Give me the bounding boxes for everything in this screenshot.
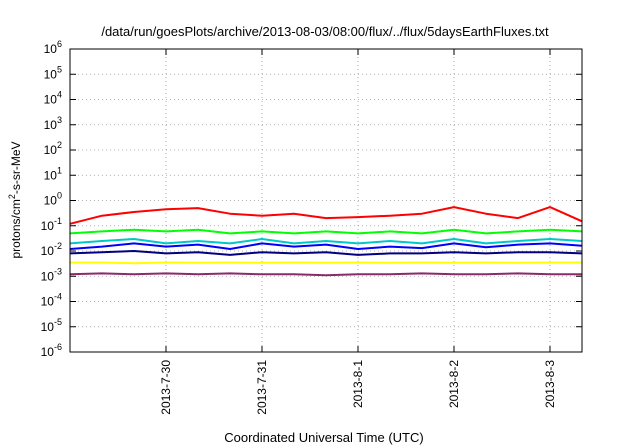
y-tick-label-exp: 1 [57, 165, 62, 175]
y-tick-label-base: 10 [44, 118, 58, 132]
y-tick-label: 100 [44, 191, 62, 208]
series-line-5 [69, 250, 583, 256]
y-tick-label: 103 [44, 115, 62, 132]
grid-lines [70, 49, 582, 352]
y-tick-label: 106 [44, 39, 62, 56]
chart-title: /data/run/goesPlots/archive/2013-08-03/0… [101, 24, 549, 39]
y-tick-label-exp: 2 [57, 140, 62, 150]
x-tick-label: 2013-8-2 [447, 360, 461, 408]
series-group [69, 206, 583, 277]
x-tick-label: 2013-8-1 [351, 360, 365, 408]
x-axis: 2013-7-30 2013-7-31 2013-8-1 2013-8-2 2013-8… [159, 49, 557, 415]
y-tick-label: 10-1 [41, 216, 62, 233]
y-tick-label-base: 10 [41, 345, 55, 359]
y-tick-label-exp: -2 [54, 241, 62, 251]
x-tick-label: 2013-7-31 [255, 360, 269, 415]
y-axis: 10-610-510-410-310-210-11001011021031041… [41, 39, 582, 359]
x-tick-label: 2013-7-30 [159, 360, 173, 415]
y-tick-label: 10-5 [41, 317, 62, 334]
y-tick-label-base: 10 [41, 244, 55, 258]
y-tick-label-exp: 6 [57, 39, 62, 49]
y-tick-label: 10-4 [41, 292, 62, 309]
y-tick-label-exp: -3 [54, 266, 62, 276]
y-tick-label-exp: -1 [54, 216, 62, 226]
y-tick-label-exp: 5 [57, 64, 62, 74]
y-tick-label-exp: -4 [54, 292, 62, 302]
y-tick-label-base: 10 [41, 295, 55, 309]
y-tick-label: 10-2 [41, 241, 62, 258]
y-axis-label-rest: -s-sr-MeV [9, 141, 23, 194]
y-tick-label-exp: -6 [54, 342, 62, 352]
y-tick-label: 104 [44, 90, 62, 107]
y-tick-label-base: 10 [44, 143, 58, 157]
y-axis-label-base: protons/cm [9, 199, 23, 258]
x-axis-label: Coordinated Universal Time (UTC) [224, 430, 423, 445]
y-tick-label: 101 [44, 165, 62, 182]
series-line-4 [69, 242, 583, 250]
y-tick-label: 10-6 [41, 342, 62, 359]
y-tick-label: 10-3 [41, 266, 62, 283]
y-tick-label-base: 10 [44, 93, 58, 107]
x-tick-label: 2013-8-3 [543, 360, 557, 408]
y-tick-label-exp: 3 [57, 115, 62, 125]
series-line-1 [69, 206, 583, 225]
y-tick-label-base: 10 [41, 219, 55, 233]
y-axis-label: protons/cm2-s-sr-MeV [7, 141, 23, 258]
y-tick-label-base: 10 [44, 194, 58, 208]
y-tick-label-base: 10 [41, 320, 55, 334]
y-tick-label-exp: 4 [57, 90, 62, 100]
y-tick-label-exp: 0 [57, 191, 62, 201]
y-tick-label-base: 10 [41, 269, 55, 283]
series-line-2 [69, 228, 583, 235]
y-tick-label-base: 10 [44, 67, 58, 81]
series-line-6 [70, 261, 582, 265]
y-tick-label: 102 [44, 140, 62, 157]
y-tick-label-base: 10 [44, 42, 58, 56]
y-tick-label: 105 [44, 64, 62, 81]
y-tick-label-base: 10 [44, 168, 58, 182]
series-line-3 [69, 238, 583, 245]
y-axis-label-sup: 2 [7, 194, 17, 199]
y-tick-label-exp: -5 [54, 317, 62, 327]
series-line-7 [69, 272, 582, 277]
